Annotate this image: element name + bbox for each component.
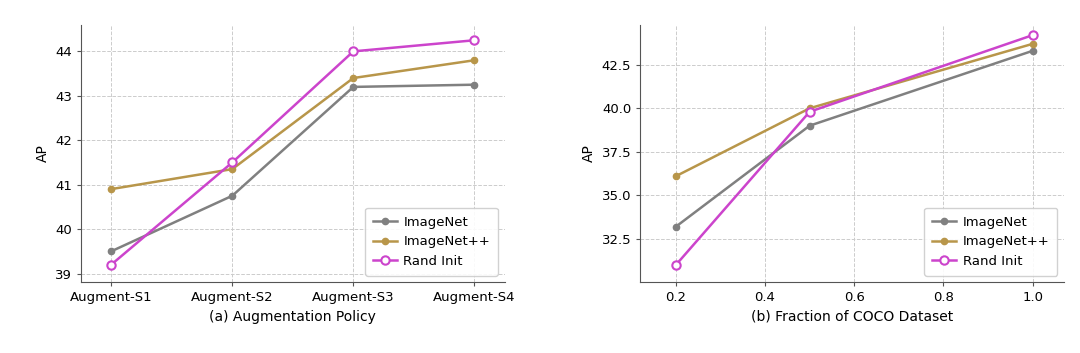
- Line: ImageNet++: ImageNet++: [108, 57, 477, 192]
- Rand Init: [105, 263, 118, 267]
- ImageNet++: [804, 106, 816, 110]
- Line: ImageNet: ImageNet: [673, 48, 1036, 230]
- Y-axis label: AP: AP: [36, 145, 50, 162]
- Y-axis label: AP: AP: [582, 145, 596, 162]
- ImageNet: [468, 83, 481, 87]
- Rand Init: [670, 263, 683, 267]
- Rand Init: [1026, 33, 1039, 37]
- Line: ImageNet++: ImageNet++: [673, 41, 1036, 179]
- ImageNet: [1026, 49, 1039, 53]
- X-axis label: (b) Fraction of COCO Dataset: (b) Fraction of COCO Dataset: [751, 310, 954, 324]
- X-axis label: (a) Augmentation Policy: (a) Augmentation Policy: [210, 310, 376, 324]
- Line: Rand Init: Rand Init: [672, 31, 1037, 269]
- ImageNet: [804, 124, 816, 128]
- ImageNet++: [468, 58, 481, 62]
- Rand Init: [468, 38, 481, 42]
- Line: Rand Init: Rand Init: [107, 36, 478, 269]
- Rand Init: [804, 110, 816, 114]
- Legend: ImageNet, ImageNet++, Rand Init: ImageNet, ImageNet++, Rand Init: [924, 208, 1057, 276]
- ImageNet: [347, 85, 360, 89]
- Rand Init: [226, 160, 239, 164]
- ImageNet: [670, 225, 683, 229]
- ImageNet: [226, 194, 239, 198]
- Rand Init: [347, 49, 360, 54]
- ImageNet++: [226, 167, 239, 171]
- Line: ImageNet: ImageNet: [108, 82, 477, 255]
- ImageNet++: [1026, 42, 1039, 46]
- ImageNet++: [105, 187, 118, 191]
- ImageNet++: [670, 174, 683, 178]
- ImageNet++: [347, 76, 360, 80]
- ImageNet: [105, 249, 118, 253]
- Legend: ImageNet, ImageNet++, Rand Init: ImageNet, ImageNet++, Rand Init: [365, 208, 498, 276]
